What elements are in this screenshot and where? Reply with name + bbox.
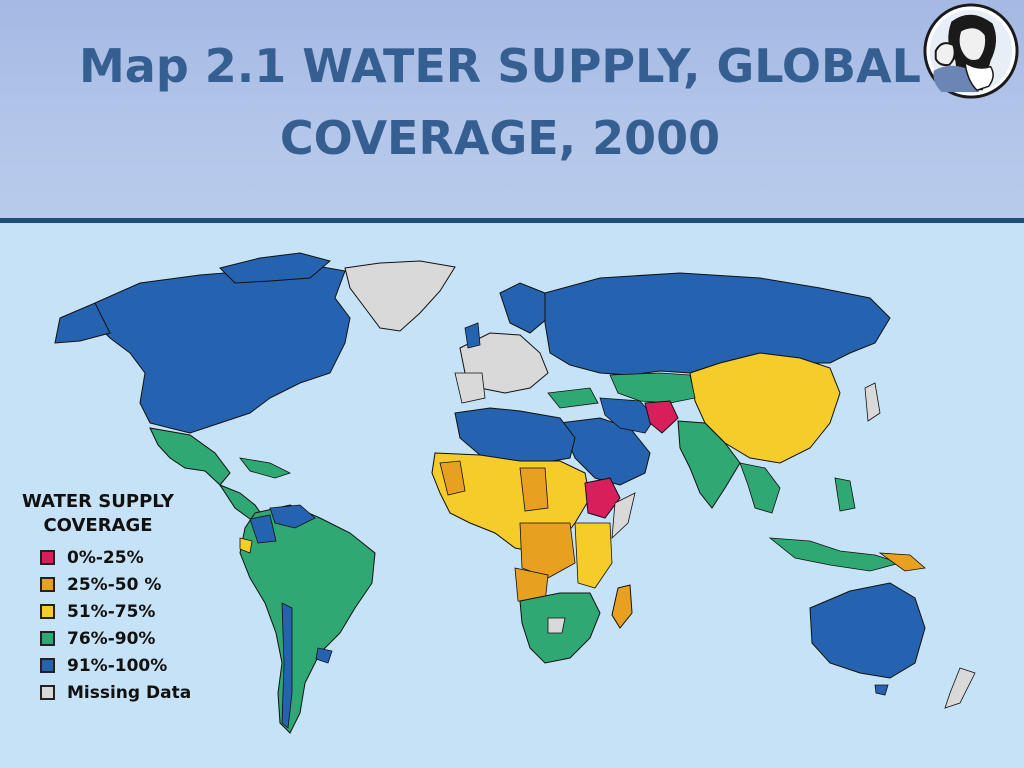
- legend-swatch: [40, 685, 55, 700]
- region-north-america: [94, 262, 351, 434]
- legend-item: 0%-25%: [40, 544, 218, 571]
- region-scandinavia: [499, 282, 549, 334]
- region-alaska: [54, 302, 111, 344]
- world-map-svg: [54, 252, 976, 734]
- region-southeast-asia: [739, 462, 781, 514]
- legend-title: WATER SUPPLY COVERAGE: [8, 490, 188, 538]
- legend-item: 91%-100%: [40, 652, 218, 679]
- region-east-africa: [574, 522, 613, 589]
- legend-swatch: [40, 577, 55, 592]
- region-uruguay: [315, 647, 333, 664]
- region-turkey: [547, 387, 599, 409]
- region-greenland: [344, 260, 456, 332]
- region-somalia: [611, 492, 636, 540]
- map-legend: WATER SUPPLY COVERAGE 0%-25% 25%-50 % 51…: [8, 490, 218, 706]
- region-india: [677, 420, 741, 509]
- region-chile: [281, 602, 293, 729]
- region-canada-arctic: [219, 252, 332, 284]
- region-russia: [544, 272, 891, 376]
- region-caribbean: [239, 457, 292, 479]
- logo-icon: [923, 3, 1019, 99]
- region-indonesia: [768, 537, 902, 572]
- region-papua: [878, 552, 926, 572]
- region-ecuador: [239, 537, 253, 554]
- region-west-africa-orange: [439, 460, 466, 496]
- legend-label: 0%-25%: [67, 547, 144, 568]
- region-lesotho: [547, 617, 566, 634]
- region-tasmania: [874, 684, 889, 696]
- legend-label: 51%-75%: [67, 601, 156, 622]
- legend-item: 51%-75%: [40, 598, 218, 625]
- region-south-america: [239, 504, 376, 734]
- region-north-africa: [454, 407, 576, 464]
- legend-label: Missing Data: [67, 682, 192, 703]
- legend-item: 76%-90%: [40, 625, 218, 652]
- region-congo-orange: [519, 522, 576, 579]
- legend-label: 25%-50 %: [67, 574, 162, 595]
- region-venezuela: [269, 504, 316, 529]
- slide-title: Map 2.1 WATER SUPPLY, GLOBAL COVERAGE, 2…: [20, 30, 980, 174]
- region-mexico: [149, 427, 231, 486]
- region-afghanistan: [644, 400, 679, 434]
- legend-item: 25%-50 %: [40, 571, 218, 598]
- region-central-asia: [609, 372, 696, 404]
- region-australia: [809, 582, 926, 679]
- slide-title-line2: COVERAGE, 2000: [279, 111, 721, 165]
- legend-swatch: [40, 631, 55, 646]
- legend-swatch: [40, 550, 55, 565]
- region-iran: [599, 397, 656, 434]
- legend-label: 91%-100%: [67, 655, 168, 676]
- region-new-zealand: [944, 667, 976, 709]
- legend-title-line1: WATER SUPPLY: [22, 491, 174, 512]
- region-chad-orange: [519, 467, 549, 512]
- region-philippines: [834, 477, 856, 512]
- world-map: WATER SUPPLY COVERAGE 0%-25% 25%-50 % 51…: [0, 223, 1024, 768]
- region-ethiopia: [584, 477, 621, 519]
- slide-title-line1: Map 2.1 WATER SUPPLY, GLOBAL: [79, 39, 921, 93]
- region-colombia: [249, 514, 277, 544]
- region-madagascar: [611, 584, 633, 629]
- region-iberia: [454, 372, 486, 404]
- slide-header: Map 2.1 WATER SUPPLY, GLOBAL COVERAGE, 2…: [0, 0, 1024, 218]
- region-japan: [864, 382, 881, 422]
- legend-swatch: [40, 604, 55, 619]
- region-uk: [464, 322, 481, 349]
- legend-title-line2: COVERAGE: [43, 515, 153, 536]
- header-divider: [0, 218, 1024, 223]
- legend-swatch: [40, 658, 55, 673]
- legend-item: Missing Data: [40, 679, 218, 706]
- legend-label: 76%-90%: [67, 628, 156, 649]
- region-arabia: [559, 417, 651, 486]
